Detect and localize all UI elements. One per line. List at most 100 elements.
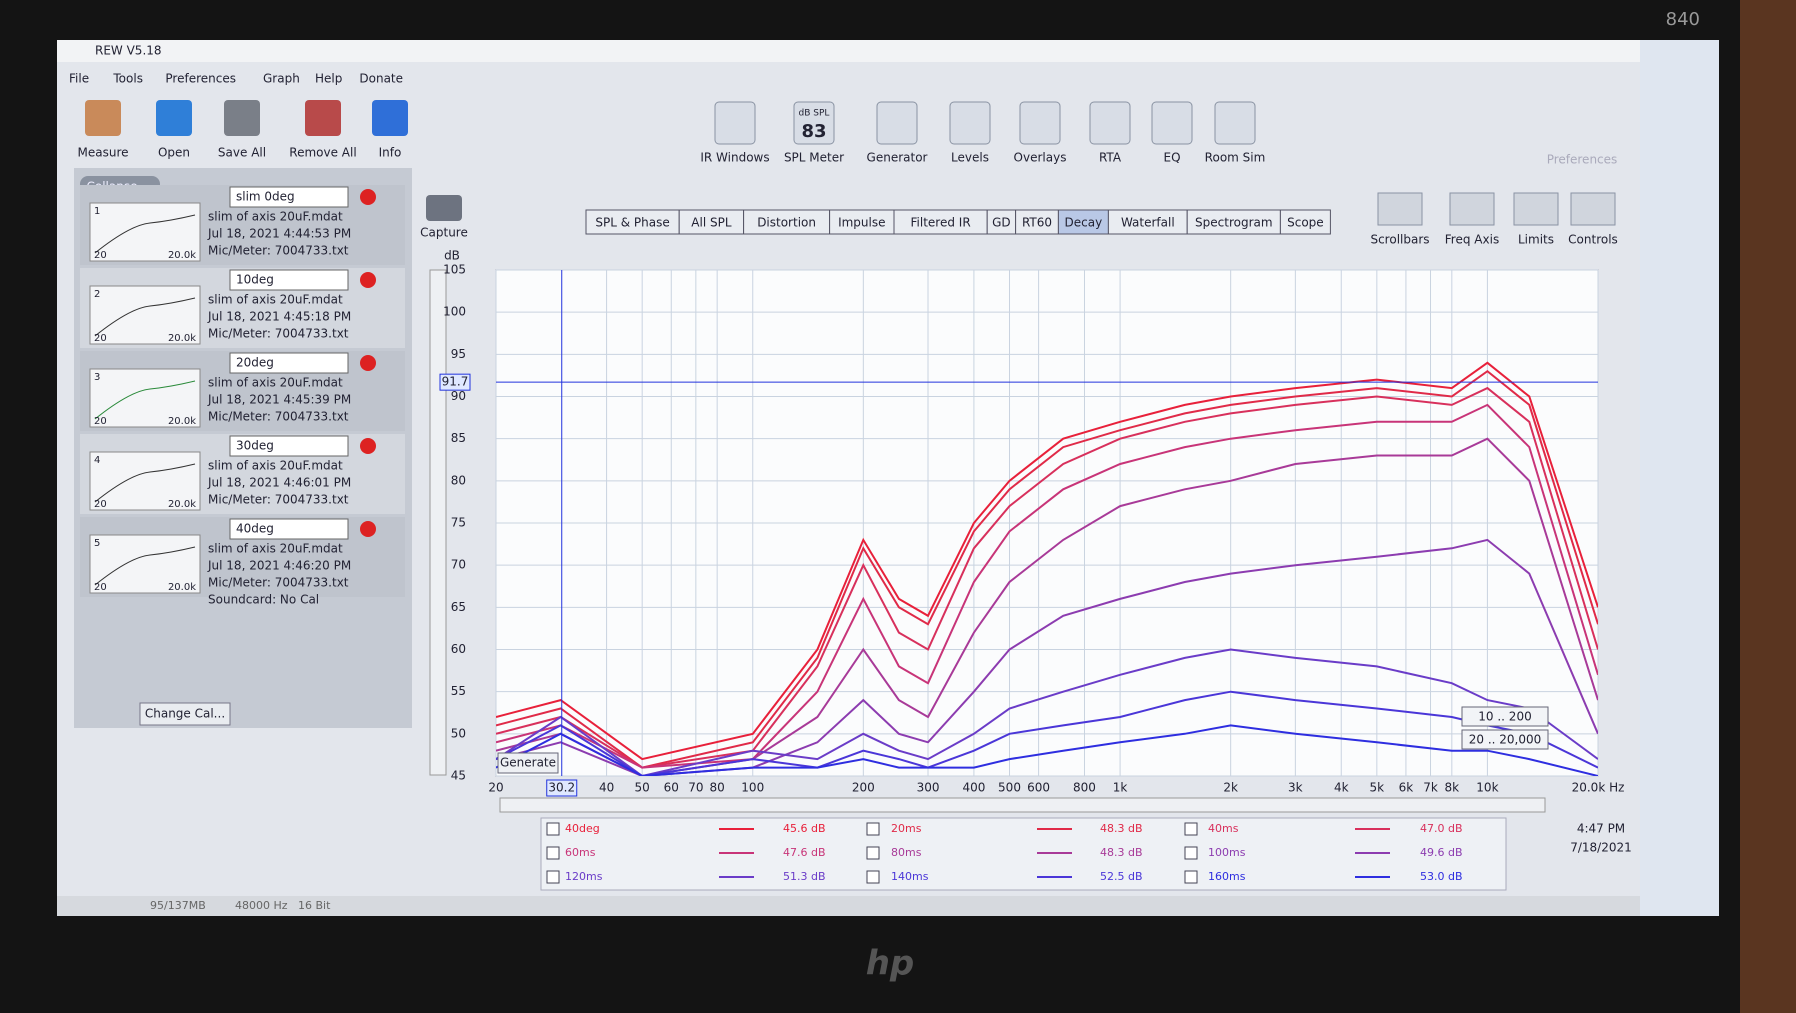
tab-label[interactable]: Spectrogram bbox=[1195, 216, 1273, 230]
toolbar-label[interactable]: RTA bbox=[1099, 151, 1122, 165]
tab-label[interactable]: Filtered IR bbox=[911, 216, 971, 230]
tab[interactable] bbox=[986, 209, 1017, 235]
menu-item[interactable]: Graph bbox=[263, 72, 300, 86]
name-box[interactable] bbox=[229, 269, 349, 291]
name-box[interactable] bbox=[229, 518, 349, 540]
remove-button[interactable] bbox=[360, 272, 376, 288]
measurement-name[interactable]: slim 0deg bbox=[236, 190, 295, 204]
toolbar-label[interactable]: Remove All bbox=[289, 146, 356, 160]
remove-button[interactable] bbox=[360, 189, 376, 205]
range-label[interactable]: 20 .. 20,000 bbox=[1469, 733, 1542, 747]
range-label[interactable]: 10 .. 200 bbox=[1478, 710, 1531, 724]
generate-label[interactable]: Generate bbox=[500, 756, 556, 770]
toolbar-icon[interactable] bbox=[305, 100, 341, 136]
tab[interactable] bbox=[1107, 209, 1188, 235]
measurement-name[interactable]: 10deg bbox=[236, 273, 274, 287]
toolbar-icon[interactable] bbox=[949, 101, 991, 145]
tab[interactable] bbox=[585, 209, 680, 235]
menu-item[interactable]: Tools bbox=[112, 72, 143, 86]
toolbar-icon[interactable] bbox=[876, 101, 918, 145]
menu-item[interactable]: Help bbox=[315, 72, 342, 86]
measurement-name[interactable]: 40deg bbox=[236, 522, 274, 536]
graph-control-icon[interactable] bbox=[1570, 192, 1616, 226]
generate-button[interactable] bbox=[497, 752, 559, 774]
toolbar-icon[interactable] bbox=[224, 100, 260, 136]
tab[interactable] bbox=[1279, 209, 1331, 235]
tab-label[interactable]: RT60 bbox=[1022, 216, 1052, 230]
tab-label[interactable]: GD bbox=[992, 216, 1011, 230]
toolbar-label[interactable]: IR Windows bbox=[700, 151, 769, 165]
change-cal-button[interactable]: Change Cal... bbox=[145, 707, 225, 721]
toolbar-icon[interactable] bbox=[1214, 101, 1256, 145]
legend-checkbox[interactable] bbox=[1184, 846, 1198, 860]
legend-checkbox[interactable] bbox=[866, 846, 880, 860]
name-box[interactable] bbox=[229, 435, 349, 457]
tab[interactable] bbox=[743, 209, 831, 235]
legend-checkbox[interactable] bbox=[866, 870, 880, 884]
tab[interactable] bbox=[1186, 209, 1281, 235]
toolbar-icon[interactable] bbox=[1089, 101, 1131, 145]
range-box[interactable] bbox=[1461, 729, 1549, 750]
legend-checkbox[interactable] bbox=[546, 846, 560, 860]
legend-checkbox[interactable] bbox=[1184, 870, 1198, 884]
toolbar-label[interactable]: SPL Meter bbox=[784, 151, 844, 165]
toolbar-icon[interactable] bbox=[1151, 101, 1193, 145]
range-box[interactable] bbox=[1461, 706, 1549, 727]
toolbar-label[interactable]: Levels bbox=[951, 151, 989, 165]
measurement-name[interactable]: 30deg bbox=[236, 439, 274, 453]
toolbar-label[interactable]: Open bbox=[158, 146, 190, 160]
toolbar-icon[interactable] bbox=[156, 100, 192, 136]
tab[interactable] bbox=[893, 209, 988, 235]
toolbar-label[interactable]: Overlays bbox=[1014, 151, 1067, 165]
graph-control-icon[interactable] bbox=[1513, 192, 1559, 226]
toolbar-icon[interactable] bbox=[714, 101, 756, 145]
name-box[interactable] bbox=[229, 352, 349, 374]
graph-control-label[interactable]: Freq Axis bbox=[1445, 233, 1499, 247]
measurement-name[interactable]: 20deg bbox=[236, 356, 274, 370]
tab-label[interactable]: Decay bbox=[1065, 216, 1103, 230]
capture-label[interactable]: Capture bbox=[420, 226, 468, 240]
tab-label[interactable]: Scope bbox=[1287, 216, 1324, 230]
change-cal-box[interactable] bbox=[139, 702, 231, 726]
tab[interactable] bbox=[829, 209, 895, 235]
graph-control-label[interactable]: Scrollbars bbox=[1370, 233, 1429, 247]
remove-button[interactable] bbox=[360, 355, 376, 371]
x-tick-label: 1k bbox=[1113, 781, 1128, 795]
graph-control-icon[interactable] bbox=[1377, 192, 1423, 226]
toolbar-label[interactable]: Generator bbox=[867, 151, 928, 165]
toolbar-label[interactable]: Preferences bbox=[1547, 153, 1618, 167]
toolbar-label[interactable]: Save All bbox=[218, 146, 266, 160]
graph-control-label[interactable]: Controls bbox=[1568, 233, 1618, 247]
toolbar-label[interactable]: EQ bbox=[1163, 151, 1180, 165]
toolbar-label[interactable]: Info bbox=[379, 146, 402, 160]
tab-label[interactable]: Waterfall bbox=[1121, 216, 1175, 230]
toolbar-icon[interactable] bbox=[793, 101, 835, 145]
tab[interactable] bbox=[1015, 209, 1059, 235]
legend-checkbox[interactable] bbox=[546, 870, 560, 884]
capture-icon[interactable] bbox=[426, 195, 462, 221]
h-scrollbar[interactable] bbox=[499, 797, 1546, 813]
graph-control-label[interactable]: Limits bbox=[1518, 233, 1554, 247]
tab[interactable] bbox=[678, 209, 745, 235]
tab-label[interactable]: Distortion bbox=[757, 216, 816, 230]
name-box[interactable] bbox=[229, 186, 349, 208]
v-scrollbar[interactable] bbox=[429, 269, 447, 776]
tab-label[interactable]: Impulse bbox=[838, 216, 885, 230]
toolbar-label[interactable]: Measure bbox=[78, 146, 129, 160]
toolbar-icon[interactable] bbox=[85, 100, 121, 136]
legend-checkbox[interactable] bbox=[1184, 822, 1198, 836]
toolbar-label[interactable]: Room Sim bbox=[1205, 151, 1266, 165]
menu-item[interactable]: Donate bbox=[359, 72, 403, 86]
remove-button[interactable] bbox=[360, 438, 376, 454]
graph-control-icon[interactable] bbox=[1449, 192, 1495, 226]
menu-item[interactable]: Preferences bbox=[165, 72, 236, 86]
tab-label[interactable]: SPL & Phase bbox=[595, 216, 669, 230]
remove-button[interactable] bbox=[360, 521, 376, 537]
toolbar-icon[interactable] bbox=[372, 100, 408, 136]
tab-label[interactable]: All SPL bbox=[691, 216, 732, 230]
legend-checkbox[interactable] bbox=[866, 822, 880, 836]
menu-item[interactable]: File bbox=[69, 72, 89, 86]
thumbnail-axis: 20 bbox=[94, 333, 107, 344]
toolbar-icon[interactable] bbox=[1019, 101, 1061, 145]
legend-checkbox[interactable] bbox=[546, 822, 560, 836]
